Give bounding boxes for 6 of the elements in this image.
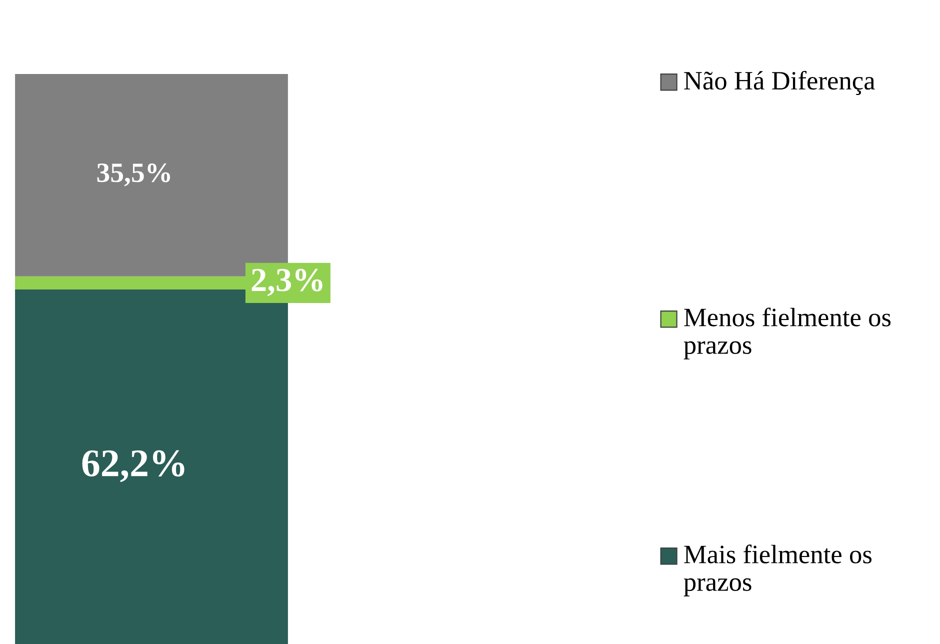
legend-label: Não Há Diferença: [684, 70, 875, 96]
legend-label: Menos fielmente os prazos: [684, 308, 891, 360]
data-label: 62,2%: [82, 450, 184, 482]
data-label: 2,3%: [252, 268, 322, 296]
data-label: 35,5%: [97, 163, 170, 186]
text: Mais fielmente os prazos: [684, 544, 872, 596]
